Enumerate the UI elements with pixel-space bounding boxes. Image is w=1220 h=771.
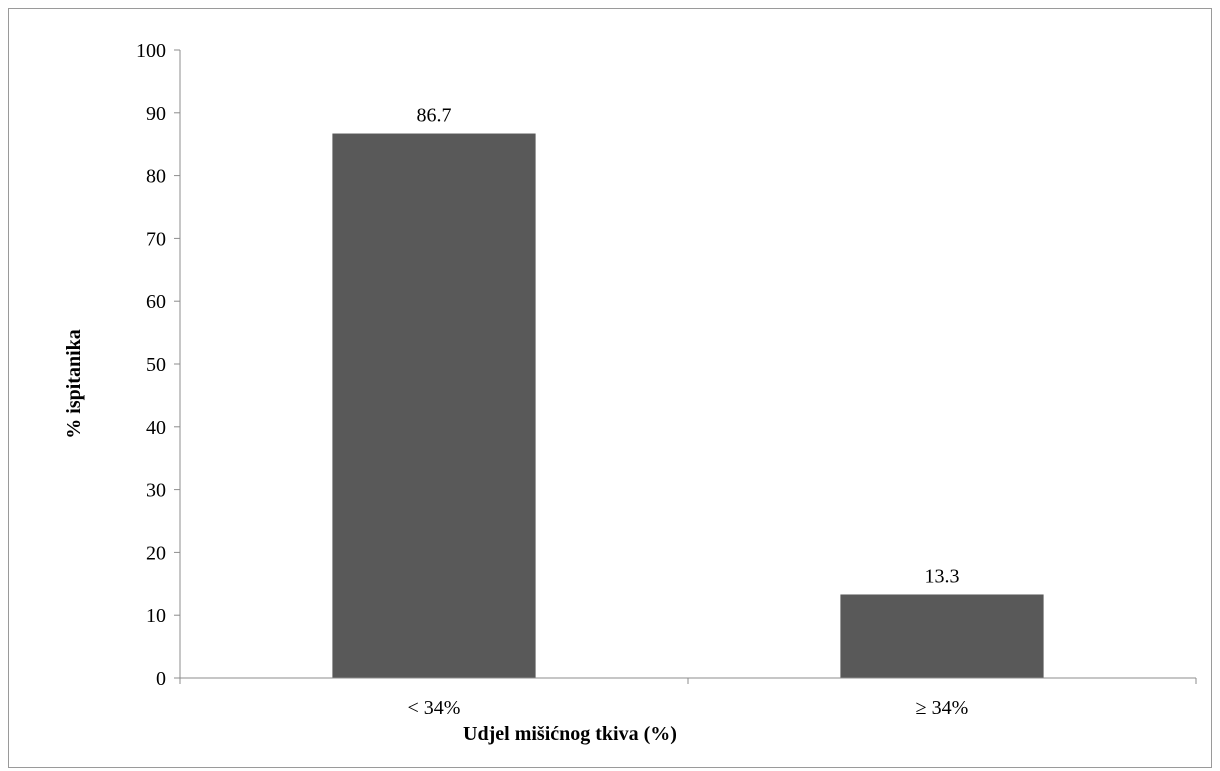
bar bbox=[840, 594, 1044, 678]
y-tick-label: 30 bbox=[146, 480, 166, 502]
x-category-label: ≥ 34% bbox=[916, 697, 969, 719]
y-tick-label: 90 bbox=[146, 103, 166, 125]
y-tick-label: 50 bbox=[146, 354, 166, 376]
y-tick-label: 10 bbox=[146, 605, 166, 627]
bar bbox=[332, 133, 536, 679]
x-axis-ticks: < 34% ≥ 34% bbox=[179, 678, 1197, 719]
y-tick-label: 60 bbox=[146, 291, 166, 313]
y-tick-label: 100 bbox=[136, 40, 166, 62]
data-labels: 86.7 13.3 bbox=[417, 105, 960, 588]
y-tick-label: 20 bbox=[146, 542, 166, 564]
bar-value-label: 13.3 bbox=[925, 565, 960, 587]
bar-value-label: 86.7 bbox=[417, 105, 452, 127]
y-tick-label: 80 bbox=[146, 166, 166, 188]
y-axis-ticks: 0 10 20 30 40 50 60 70 80 90 100 bbox=[136, 40, 180, 690]
x-category-label: < 34% bbox=[408, 697, 461, 719]
y-tick-label: 0 bbox=[156, 668, 166, 690]
y-tick-label: 40 bbox=[146, 417, 166, 439]
bars bbox=[332, 133, 1044, 679]
x-axis-title: Udjel mišićnog tkiva (%) bbox=[463, 723, 677, 745]
y-axis-title: % ispitanika bbox=[63, 329, 85, 438]
y-tick-label: 70 bbox=[146, 228, 166, 250]
